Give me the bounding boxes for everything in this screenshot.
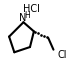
Text: N: N [19,13,26,23]
Text: Cl: Cl [57,50,67,60]
Text: H: H [24,11,30,20]
Text: HCl: HCl [23,4,40,14]
